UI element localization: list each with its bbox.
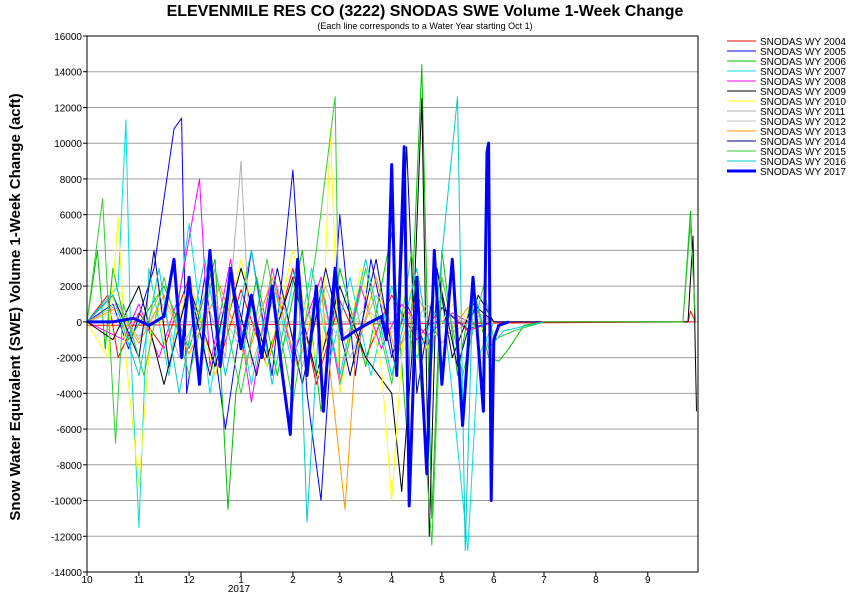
y-tick-label: 12000: [54, 103, 82, 114]
legend-label: SNODAS WY 2008: [760, 77, 846, 88]
x-tick-label: 12: [184, 575, 196, 586]
legend-label: SNODAS WY 2015: [760, 147, 846, 158]
y-tick-label: -10000: [51, 497, 83, 508]
y-axis: 16000 14000 12000 10000 8000 6000 4000 2000 0 -20…: [51, 32, 87, 579]
series-line-wy2006: [86, 64, 696, 519]
y-axis-label: Snow Water Equivalent (SWE) Volume 1-Wee…: [7, 93, 24, 520]
chart-title: ELEVENMILE RES CO (3222) SNODAS SWE Volu…: [167, 3, 684, 20]
series-line-wy2016: [86, 96, 545, 552]
y-tick-label: 4000: [60, 246, 83, 257]
y-tick-label: 14000: [54, 68, 82, 79]
x-tick-label: 7: [541, 575, 547, 586]
legend-label: SNODAS WY 2006: [760, 57, 846, 68]
x-tick-label: 5: [439, 575, 445, 586]
series-line-wy2015: [86, 96, 696, 546]
plot-frame: [86, 35, 699, 573]
y-tick-label: 8000: [60, 175, 83, 186]
y-tick-label: -4000: [56, 389, 82, 400]
x-year-label: 2017: [228, 584, 251, 595]
y-tick-label: -14000: [51, 568, 83, 579]
y-tick-label: 6000: [60, 211, 83, 222]
legend-label: SNODAS WY 2005: [760, 47, 846, 58]
plot-area: [86, 64, 697, 552]
x-axis: 10 11 12 1 2 3 4 5 6 7 8 9: [81, 572, 651, 586]
y-tick-label: -2000: [56, 354, 82, 365]
x-tick-label: 10: [81, 575, 93, 586]
x-tick-label: 11: [134, 575, 145, 586]
y-tick-label: 0: [76, 318, 82, 329]
x-tick-label: 3: [337, 575, 343, 586]
legend-label: SNODAS WY 2004: [760, 37, 846, 48]
y-tick-label: -12000: [51, 532, 83, 543]
legend-label: SNODAS WY 2010: [760, 97, 846, 108]
x-tick-label: 1: [238, 575, 244, 586]
x-tick-label: 8: [593, 575, 599, 586]
y-tick-label: 10000: [54, 139, 82, 150]
legend-label: SNODAS WY 2017: [760, 167, 846, 178]
x-tick-label: 4: [389, 575, 395, 586]
y-tick-label: -8000: [56, 461, 82, 472]
y-tick-label: -6000: [56, 425, 82, 436]
legend-label: SNODAS WY 2007: [760, 67, 846, 78]
chart-subtitle: (Each line corresponds to a Water Year s…: [317, 21, 532, 31]
legend-label: SNODAS WY 2011: [760, 107, 846, 118]
legend-label: SNODAS WY 2013: [760, 127, 846, 138]
series-line-wy2017: [87, 141, 510, 508]
series-line-wy2007: [86, 119, 544, 552]
x-tick-label: 6: [491, 575, 497, 586]
legend-label: SNODAS WY 2009: [760, 87, 846, 98]
legend-label: SNODAS WY 2012: [760, 117, 846, 128]
y-tick-label: 16000: [54, 32, 82, 43]
x-tick-label: 9: [645, 575, 651, 586]
x-tick-label: 2: [290, 575, 296, 586]
legend-label: SNODAS WY 2016: [760, 157, 846, 168]
legend-label: SNODAS WY 2014: [760, 137, 846, 148]
y-tick-label: 2000: [60, 282, 83, 293]
